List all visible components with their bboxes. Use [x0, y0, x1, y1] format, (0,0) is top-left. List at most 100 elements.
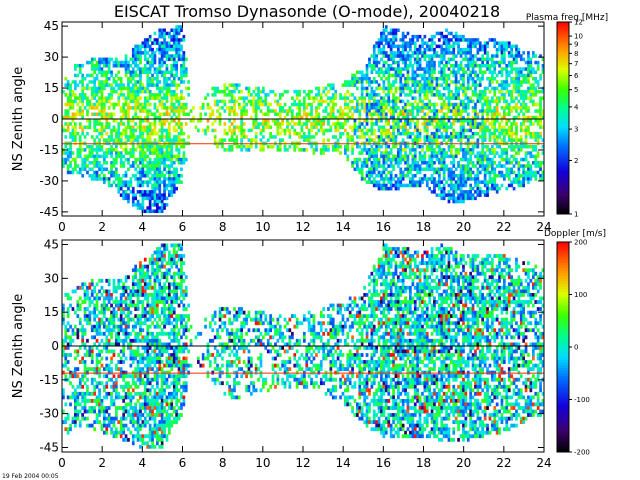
data-cell	[466, 44, 470, 49]
data-cell	[442, 67, 446, 71]
data-cell	[86, 86, 89, 91]
data-cell	[382, 102, 386, 107]
data-cell	[170, 190, 174, 194]
data-cell	[500, 67, 504, 71]
data-cell	[471, 144, 475, 149]
data-cell	[300, 102, 304, 107]
data-cell	[143, 180, 147, 184]
data-cell	[64, 161, 68, 165]
data-cell	[163, 106, 166, 110]
data-cell	[363, 109, 367, 113]
data-cell	[139, 206, 142, 210]
data-cell	[457, 161, 460, 165]
data-cell	[139, 102, 142, 107]
data-cell	[394, 180, 398, 184]
data-cell	[401, 122, 405, 126]
data-cell	[257, 99, 260, 104]
data-cell	[406, 154, 410, 159]
data-cell	[397, 148, 400, 152]
data-cell	[471, 57, 475, 62]
data-cell	[471, 77, 475, 81]
data-cell	[382, 180, 386, 184]
data-cell	[442, 47, 446, 52]
data-cell	[122, 115, 126, 120]
data-cell	[319, 151, 323, 155]
data-cell	[382, 186, 386, 191]
data-cell	[317, 122, 321, 126]
data-cell	[131, 125, 135, 130]
data-cell	[83, 399, 87, 403]
data-cell	[240, 128, 244, 133]
data-cell	[151, 167, 154, 172]
data-cell	[351, 125, 354, 130]
data-cell	[141, 138, 145, 142]
data-cell	[527, 144, 530, 149]
data-cell	[163, 86, 166, 91]
data-cell	[481, 148, 485, 152]
data-cell	[380, 47, 383, 52]
data-cell	[541, 170, 545, 175]
data-cell	[450, 183, 453, 188]
data-cell	[457, 109, 460, 113]
data-cell	[107, 93, 111, 97]
data-cell	[339, 109, 342, 113]
data-cell	[81, 131, 85, 136]
data-cell	[86, 353, 89, 357]
data-cell	[522, 115, 526, 120]
data-cell	[392, 102, 395, 107]
data-cell	[78, 423, 82, 428]
data-cell	[139, 174, 142, 178]
data-cell	[158, 154, 162, 159]
data-cell	[380, 109, 383, 113]
data-cell	[452, 93, 456, 97]
data-cell	[64, 115, 68, 120]
data-cell	[413, 164, 417, 168]
data-cell	[377, 73, 381, 78]
data-cell	[522, 102, 526, 107]
data-cell	[372, 60, 376, 65]
data-cell	[160, 138, 164, 142]
data-cell	[283, 148, 287, 152]
data-cell	[481, 47, 485, 52]
data-cell	[372, 89, 376, 94]
data-cell	[447, 183, 451, 188]
data-cell	[365, 161, 369, 165]
data-cell	[93, 174, 97, 178]
data-cell	[156, 161, 159, 165]
data-cell	[103, 99, 106, 104]
data-cell	[512, 44, 516, 49]
data-cell	[230, 106, 234, 110]
data-cell	[283, 115, 287, 120]
data-cell	[500, 119, 504, 123]
data-cell	[83, 409, 87, 414]
data-cell	[512, 157, 516, 162]
data-cell	[153, 190, 157, 194]
data-cell	[447, 38, 451, 42]
data-cell	[143, 138, 147, 142]
data-cell	[117, 186, 121, 191]
data-cell	[177, 106, 181, 110]
data-cell	[380, 67, 383, 71]
data-cell	[158, 67, 162, 71]
data-cell	[491, 64, 494, 68]
data-cell	[336, 109, 340, 113]
data-cell	[281, 122, 285, 126]
data-cell	[172, 180, 176, 184]
x-tick-label: 14	[336, 220, 351, 234]
data-cell	[129, 125, 133, 130]
data-cell	[466, 167, 470, 172]
data-cell	[375, 174, 379, 178]
data-cell	[172, 138, 176, 142]
data-cell	[425, 125, 429, 130]
data-cell	[78, 64, 82, 68]
data-cell	[259, 128, 263, 133]
data-cell	[457, 86, 460, 91]
data-cell	[216, 115, 219, 120]
data-cell	[177, 44, 181, 49]
data-cell	[507, 112, 511, 117]
data-cell	[175, 109, 179, 113]
data-cell	[534, 115, 538, 120]
data-cell	[165, 31, 169, 36]
data-cell	[445, 38, 448, 42]
data-cell	[418, 64, 422, 68]
